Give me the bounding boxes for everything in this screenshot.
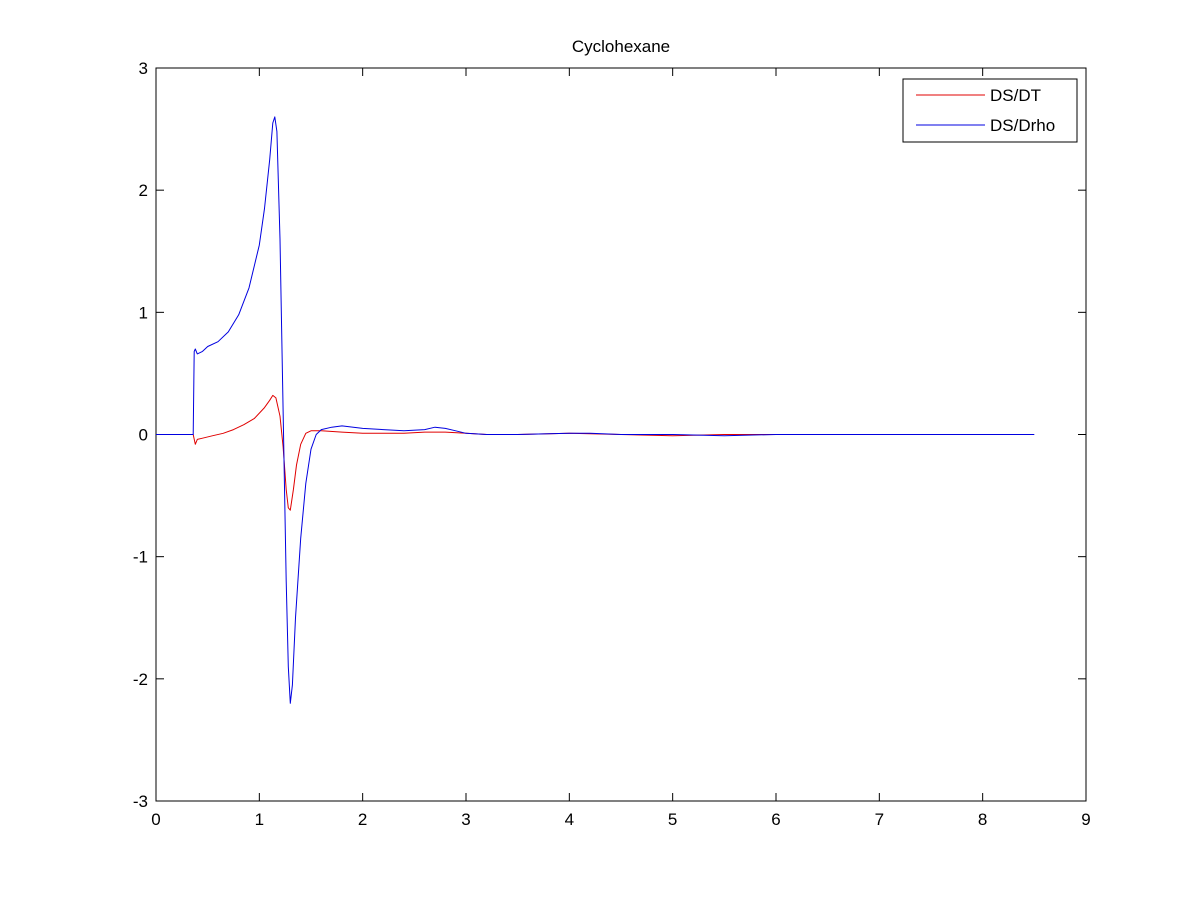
x-tick-label: 5 bbox=[668, 810, 677, 829]
y-tick-label: -3 bbox=[133, 792, 148, 811]
y-tick-label: 2 bbox=[139, 181, 148, 200]
y-tick-label: 0 bbox=[139, 426, 148, 445]
x-axis: 0 1 2 3 4 5 6 7 8 9 bbox=[151, 68, 1091, 829]
legend-box bbox=[902, 78, 1078, 143]
x-tick-label: 2 bbox=[358, 810, 367, 829]
x-tick-label: 7 bbox=[875, 810, 884, 829]
x-tick-label: 8 bbox=[978, 810, 987, 829]
x-tick-label: 3 bbox=[461, 810, 470, 829]
y-tick-label: 3 bbox=[139, 59, 148, 78]
chart-title: Cyclohexane bbox=[572, 37, 670, 56]
legend-label-ds-drho: DS/Drho bbox=[990, 116, 1055, 135]
y-tick-label: -1 bbox=[133, 548, 148, 567]
legend: DS/DT DS/Drho bbox=[902, 78, 1078, 143]
x-tick-label: 6 bbox=[771, 810, 780, 829]
series-line-ds-drho bbox=[156, 116, 1035, 704]
y-axis: -3 -2 -1 0 1 2 3 bbox=[133, 59, 1086, 811]
series-layer bbox=[156, 116, 1035, 704]
x-tick-label: 1 bbox=[255, 810, 264, 829]
legend-label-ds-dt: DS/DT bbox=[990, 86, 1041, 105]
y-tick-label: -2 bbox=[133, 670, 148, 689]
x-tick-label: 9 bbox=[1081, 810, 1090, 829]
x-tick-label: 4 bbox=[565, 810, 574, 829]
y-tick-label: 1 bbox=[139, 303, 148, 322]
x-tick-label: 0 bbox=[151, 810, 160, 829]
